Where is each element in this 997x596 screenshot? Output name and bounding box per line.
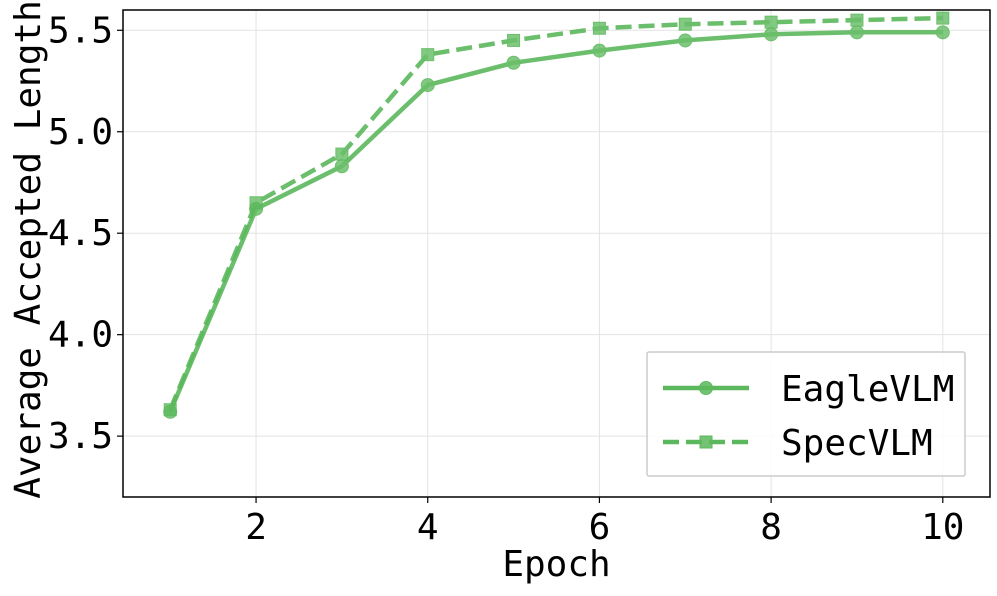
data-point	[421, 48, 435, 62]
series-specvlm	[163, 11, 950, 417]
x-tick-label: 6	[589, 507, 611, 548]
legend-entry-eaglevlm: EagleVLM	[663, 369, 954, 410]
x-tick-label: 10	[921, 507, 964, 548]
data-point	[334, 159, 349, 174]
data-point	[592, 43, 607, 58]
data-point	[850, 13, 864, 27]
data-point	[764, 15, 778, 29]
legend-label: SpecVLM	[781, 423, 933, 464]
legend-box	[646, 351, 966, 477]
data-point	[420, 78, 435, 93]
y-tick-label: 5.0	[48, 112, 113, 153]
data-point	[506, 55, 521, 70]
data-point	[678, 17, 692, 31]
data-point	[764, 27, 779, 42]
data-point	[935, 25, 950, 40]
plot-frame	[122, 9, 991, 498]
y-tick-label: 4.5	[48, 213, 113, 254]
x-tick-label: 8	[760, 507, 782, 548]
data-point	[936, 11, 950, 25]
x-axis-ticks: 2 4 6 8 10	[245, 497, 964, 548]
y-tick-label: 5.5	[48, 10, 113, 51]
legend-label: EagleVLM	[781, 369, 954, 410]
y-axis-ticks: 3.5 4.0 4.5 5.0 5.5	[48, 10, 123, 457]
legend: EagleVLM SpecVLM	[646, 351, 966, 477]
data-point	[849, 25, 864, 40]
series-layer	[163, 11, 950, 419]
series-line	[168, 15, 943, 411]
data-point	[163, 403, 177, 417]
series-line	[168, 30, 943, 413]
data-point	[678, 33, 693, 48]
data-point	[592, 21, 606, 35]
y-tick-label: 4.0	[48, 315, 113, 356]
data-point	[507, 33, 521, 47]
y-tick-label: 3.5	[48, 416, 113, 457]
data-point	[335, 147, 349, 161]
y-axis-title: Average Accepted Length	[8, 0, 49, 499]
legend-marker	[699, 381, 713, 395]
x-tick-label: 4	[417, 507, 439, 548]
legend-entry-specvlm: SpecVLM	[663, 423, 933, 464]
data-point	[249, 196, 263, 210]
legend-marker	[699, 435, 713, 449]
x-axis-title: Epoch	[502, 544, 610, 585]
x-tick-label: 2	[245, 507, 267, 548]
